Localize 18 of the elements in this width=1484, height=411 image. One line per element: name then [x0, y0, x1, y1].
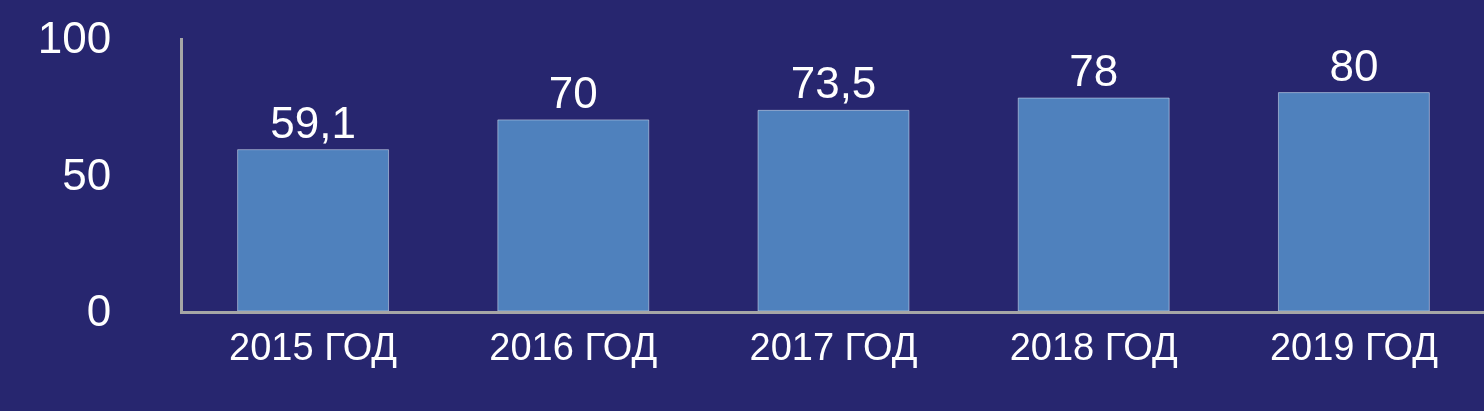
x-tick-label: 2018 ГОД	[1009, 325, 1178, 368]
bar	[237, 149, 389, 311]
data-label: 80	[1329, 40, 1379, 90]
x-tick-label: 2015 ГОД	[229, 325, 398, 368]
data-label: 78	[1069, 46, 1119, 96]
x-tick-label: 2017 ГОД	[749, 325, 918, 368]
data-label: 73,5	[790, 58, 877, 108]
bar	[1017, 97, 1170, 311]
bar	[497, 119, 650, 311]
y-tick-label: 50	[62, 149, 112, 199]
bar	[757, 110, 910, 311]
data-label: 70	[548, 67, 598, 117]
bar	[1278, 92, 1430, 311]
x-tick-label: 2019 ГОД	[1269, 325, 1439, 368]
x-tick-label: 2016 ГОД	[489, 325, 658, 368]
data-label: 59,1	[270, 97, 356, 147]
y-tick-label: 0	[86, 286, 112, 336]
y-tick-label: 100	[37, 13, 112, 63]
